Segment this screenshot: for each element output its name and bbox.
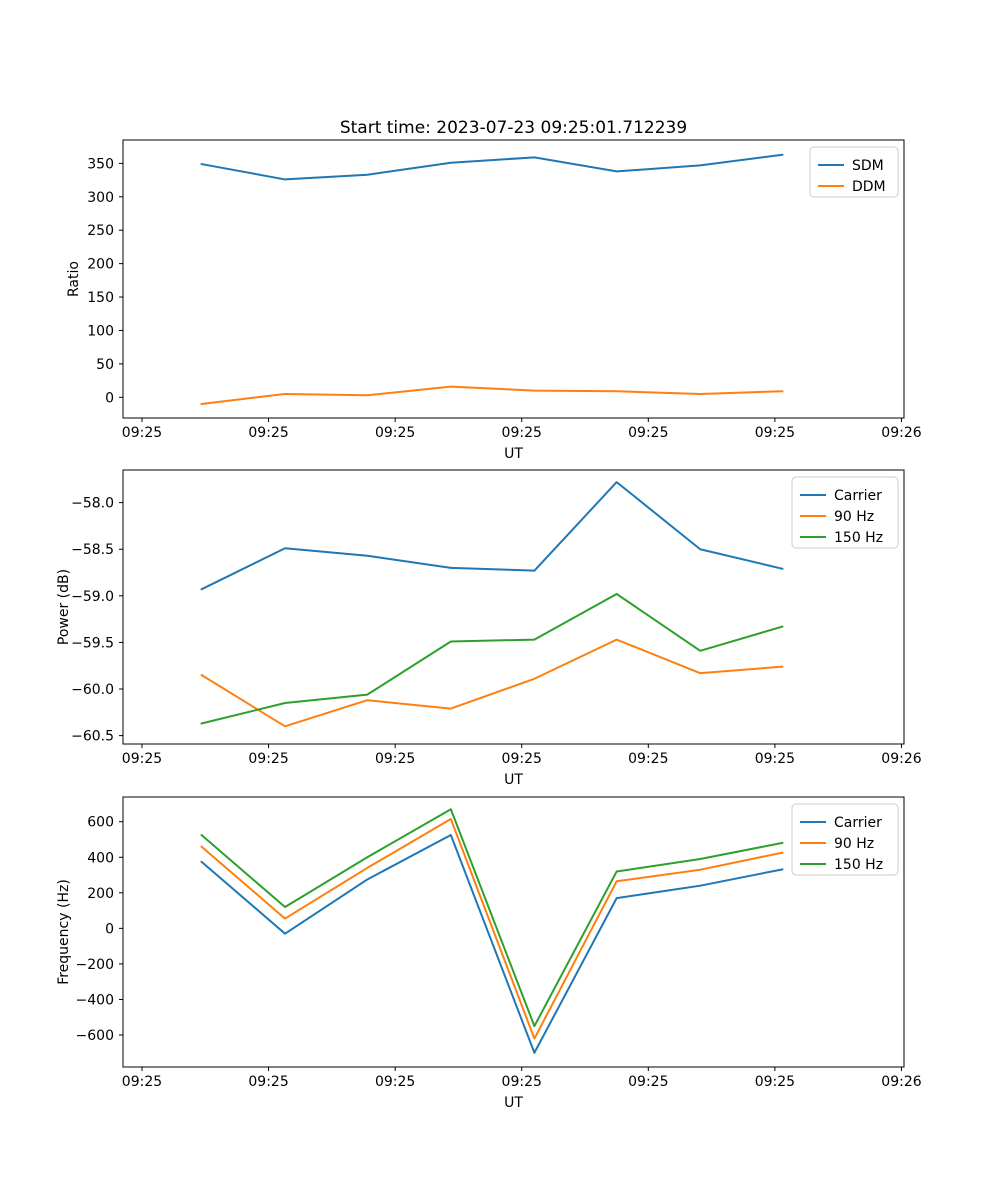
y-tick-label: 50 (96, 357, 114, 373)
ddm-line (200, 385, 784, 405)
x-tick-label: 09:25 (248, 1074, 288, 1090)
legend-label: Carrier (834, 815, 882, 831)
legend: Carrier 90 Hz 150 Hz (791, 803, 899, 876)
axes-frame (122, 469, 905, 745)
x-tick-label: 09:25 (502, 425, 542, 441)
y-tick-label: 100 (87, 323, 114, 339)
legend-label: SDM (852, 158, 884, 174)
axes-frame (122, 139, 905, 419)
carrier-line (200, 834, 784, 1054)
y-tick-label: −59.5 (71, 635, 114, 651)
y-tick-label: −58.5 (71, 542, 114, 558)
x-tick-label: 09:25 (375, 1074, 415, 1090)
x-tick-label: 09:25 (122, 751, 162, 767)
subplot-1: Start time: 2023-07-23 09:25:01.712239 09… (66, 118, 922, 462)
y-tick-label: 350 (87, 156, 114, 172)
y-axis-label: Ratio (66, 261, 82, 297)
legend-label: 90 Hz (834, 509, 874, 525)
y-tick-label: −200 (76, 957, 114, 973)
y-tick-label: 400 (87, 850, 114, 866)
axes-frame (122, 796, 905, 1068)
legend-box (809, 146, 899, 198)
x-tick-label: 09:25 (248, 751, 288, 767)
y-axis-label: Frequency (Hz) (56, 879, 72, 985)
y-tick-label: −60.0 (71, 682, 114, 698)
x-tick-label: 09:25 (755, 751, 795, 767)
legend: Carrier 90 Hz 150 Hz (791, 476, 899, 549)
y-axis-label: Power (dB) (56, 569, 72, 645)
y-tick-label: 150 (87, 290, 114, 306)
x-tick-label: 09:25 (122, 1074, 162, 1090)
chart-title: Start time: 2023-07-23 09:25:01.712239 (340, 118, 687, 138)
legend-label: DDM (852, 179, 886, 195)
y-tick-label: −59.0 (71, 589, 114, 605)
90hz-line (200, 638, 784, 728)
y-tick-label: −400 (76, 992, 114, 1008)
x-tick-label: 09:25 (628, 751, 668, 767)
x-tick-label: 09:25 (502, 1074, 542, 1090)
90hz-line (200, 818, 784, 1040)
y-tick-label: 300 (87, 190, 114, 206)
x-tick-label: 09:25 (755, 425, 795, 441)
x-tick-label: 09:26 (881, 425, 921, 441)
y-tick-label: 200 (87, 257, 114, 273)
x-tick-label: 09:25 (375, 425, 415, 441)
x-tick-label: 09:26 (881, 1074, 921, 1090)
150hz-line (200, 808, 784, 1028)
subplot-3: 09:25 09:25 09:25 09:25 09:25 09:25 09:26 600 40… (56, 796, 922, 1111)
subplot-2: 09:25 09:25 09:25 09:25 09:25 09:25 09:26 −58.0… (56, 469, 922, 788)
y-tick-label: 0 (105, 921, 114, 937)
y-tick-label: 0 (105, 390, 114, 406)
legend-label: 150 Hz (834, 857, 883, 873)
x-axis-label: UT (504, 772, 523, 788)
x-tick-label: 09:25 (122, 425, 162, 441)
y-tick-label: 250 (87, 223, 114, 239)
x-tick-label: 09:26 (881, 751, 921, 767)
x-tick-label: 09:25 (248, 425, 288, 441)
y-tick-label: −60.5 (71, 729, 114, 745)
legend: SDM DDM (809, 146, 899, 198)
carrier-line (200, 481, 784, 591)
x-tick-label: 09:25 (628, 425, 668, 441)
y-tick-label: 200 (87, 886, 114, 902)
x-tick-label: 09:25 (375, 751, 415, 767)
y-tick-label: −600 (76, 1028, 114, 1044)
x-axis-label: UT (504, 446, 523, 462)
legend-label: Carrier (834, 488, 882, 504)
x-tick-label: 09:25 (502, 751, 542, 767)
sdm-line (200, 153, 784, 181)
legend-label: 90 Hz (834, 836, 874, 852)
x-axis-label: UT (504, 1095, 523, 1111)
y-tick-label: −58.0 (71, 496, 114, 512)
150hz-line (200, 592, 784, 725)
y-tick-label: 600 (87, 815, 114, 831)
legend-label: 150 Hz (834, 530, 883, 546)
x-tick-label: 09:25 (755, 1074, 795, 1090)
x-tick-label: 09:25 (628, 1074, 668, 1090)
